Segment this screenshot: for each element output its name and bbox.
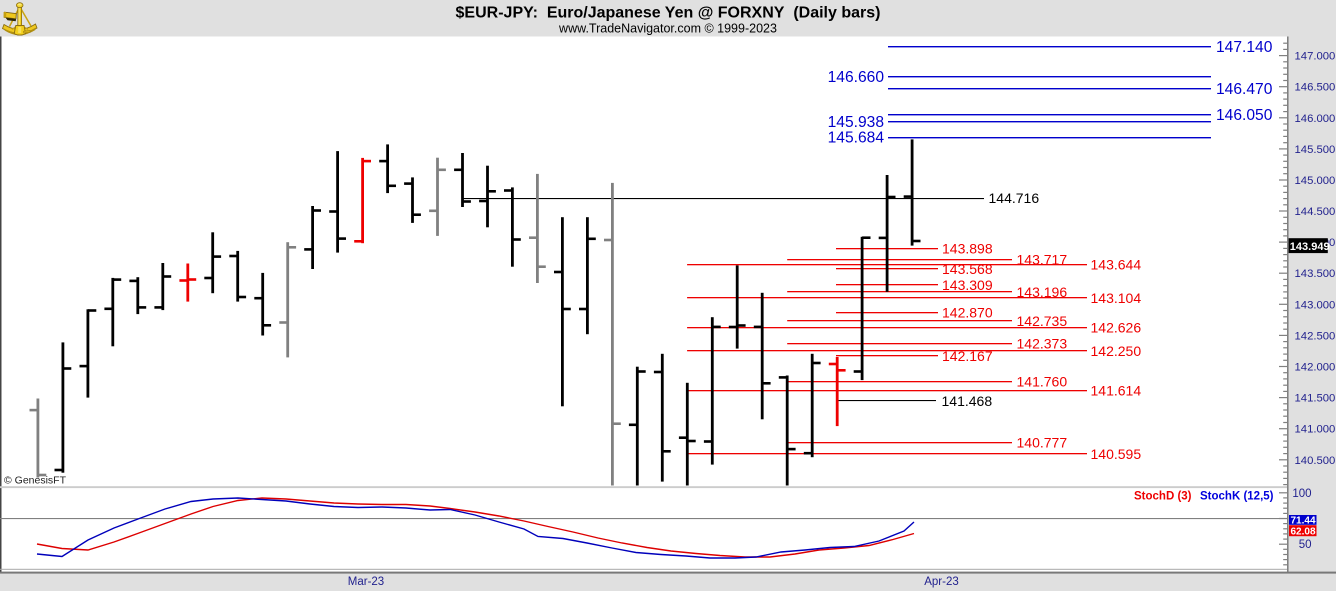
svg-text:$EUR-JPY: Euro/Japanese Yen @: $EUR-JPY: Euro/Japanese Yen @ FORXNY (Da… (456, 5, 881, 22)
svg-text:142.626: 142.626 (1091, 320, 1142, 336)
svg-text:142.373: 142.373 (1017, 335, 1068, 351)
svg-text:143.898: 143.898 (942, 241, 993, 257)
svg-text:141.760: 141.760 (1017, 373, 1068, 389)
svg-text:144.500: 144.500 (1295, 206, 1336, 218)
svg-text:143.104: 143.104 (1091, 290, 1142, 306)
svg-text:143.568: 143.568 (942, 261, 993, 277)
svg-text:146.050: 146.050 (1216, 107, 1273, 124)
svg-text:143.000: 143.000 (1295, 299, 1336, 311)
svg-text:71.44: 71.44 (1291, 516, 1316, 527)
svg-text:50: 50 (1299, 539, 1312, 551)
svg-text:142.870: 142.870 (942, 304, 993, 320)
svg-text:140.595: 140.595 (1091, 446, 1142, 462)
svg-text:143.196: 143.196 (1017, 284, 1068, 300)
svg-text:Mar-23: Mar-23 (348, 576, 384, 588)
svg-text:142.000: 142.000 (1295, 362, 1336, 374)
svg-text:145.000: 145.000 (1295, 175, 1336, 187)
svg-text:141.468: 141.468 (942, 393, 993, 409)
svg-text:142.735: 142.735 (1017, 313, 1068, 329)
svg-text:141.500: 141.500 (1295, 393, 1336, 405)
svg-text:141.000: 141.000 (1295, 424, 1336, 436)
svg-text:StochD (3): StochD (3) (1134, 491, 1192, 503)
svg-text:141.614: 141.614 (1091, 383, 1142, 399)
svg-text:142.167: 142.167 (942, 348, 993, 364)
svg-text:62.08: 62.08 (1291, 527, 1316, 538)
svg-text:146.000: 146.000 (1295, 113, 1336, 125)
svg-text:145.938: 145.938 (828, 114, 884, 131)
svg-text:143.309: 143.309 (942, 277, 993, 293)
svg-text:143.644: 143.644 (1091, 256, 1142, 272)
svg-text:146.470: 146.470 (1216, 81, 1273, 98)
svg-text:142.250: 142.250 (1091, 343, 1142, 359)
svg-text:145.684: 145.684 (828, 130, 885, 147)
svg-text:143.500: 143.500 (1295, 268, 1336, 280)
svg-text:147.140: 147.140 (1216, 39, 1273, 56)
svg-text:145.500: 145.500 (1295, 144, 1336, 156)
svg-text:140.777: 140.777 (1017, 435, 1068, 451)
svg-text:140.500: 140.500 (1295, 455, 1336, 467)
svg-text:Apr-23: Apr-23 (924, 576, 959, 588)
svg-text:147.000: 147.000 (1295, 51, 1336, 63)
svg-text:143.717: 143.717 (1017, 252, 1068, 268)
svg-text:StochK (12,5): StochK (12,5) (1200, 491, 1274, 503)
svg-text:144.716: 144.716 (989, 190, 1040, 206)
svg-text:www.TradeNavigator.com © 1999-: www.TradeNavigator.com © 1999-2023 (558, 22, 777, 36)
svg-text:146.500: 146.500 (1295, 82, 1336, 94)
svg-text:100: 100 (1292, 488, 1311, 500)
svg-text:143.949: 143.949 (1290, 241, 1330, 253)
svg-text:142.500: 142.500 (1295, 330, 1336, 342)
svg-text:146.660: 146.660 (828, 69, 885, 86)
svg-text:© GenesisFT: © GenesisFT (4, 475, 67, 487)
